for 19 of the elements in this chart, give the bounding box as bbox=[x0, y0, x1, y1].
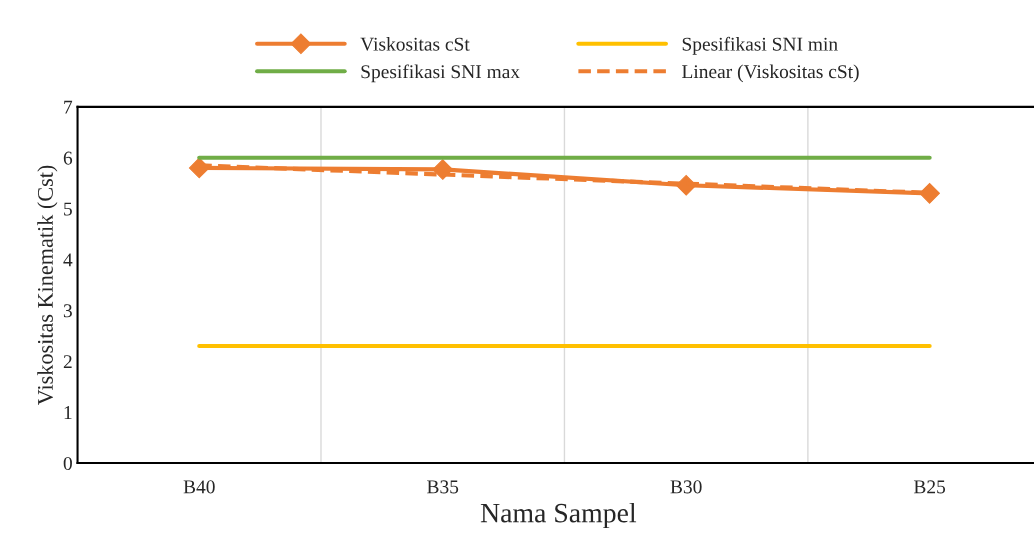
y-tick-label: 2 bbox=[63, 355, 72, 369]
y-tick-label: 0 bbox=[63, 456, 72, 470]
x-tick-label: B30 bbox=[670, 480, 702, 494]
y-tick-label: 4 bbox=[63, 253, 73, 267]
y-tick-label: 5 bbox=[64, 202, 72, 216]
y-axis-title: Viskositas Kinematik (Cst) bbox=[37, 165, 58, 406]
legend-label: Spesifikasi SNI max bbox=[361, 64, 520, 83]
point bbox=[919, 183, 940, 204]
y-tick-label: 1 bbox=[64, 406, 72, 419]
x-tick-label: B25 bbox=[913, 480, 946, 494]
legend-label: Viskositas cSt bbox=[360, 37, 470, 51]
legend-label: Spesifikasi SNI min bbox=[682, 36, 838, 55]
x-tick-label: B40 bbox=[183, 480, 215, 494]
x-tick-label: B35 bbox=[427, 480, 459, 494]
x-axis-title: Nama Sampel bbox=[480, 502, 637, 529]
y-tick-label: 3 bbox=[63, 304, 72, 318]
legend-label: Linear (Viskositas cSt) bbox=[682, 64, 859, 83]
y-tick-label: 6 bbox=[63, 151, 73, 165]
y-tick-label: 7 bbox=[64, 100, 73, 114]
